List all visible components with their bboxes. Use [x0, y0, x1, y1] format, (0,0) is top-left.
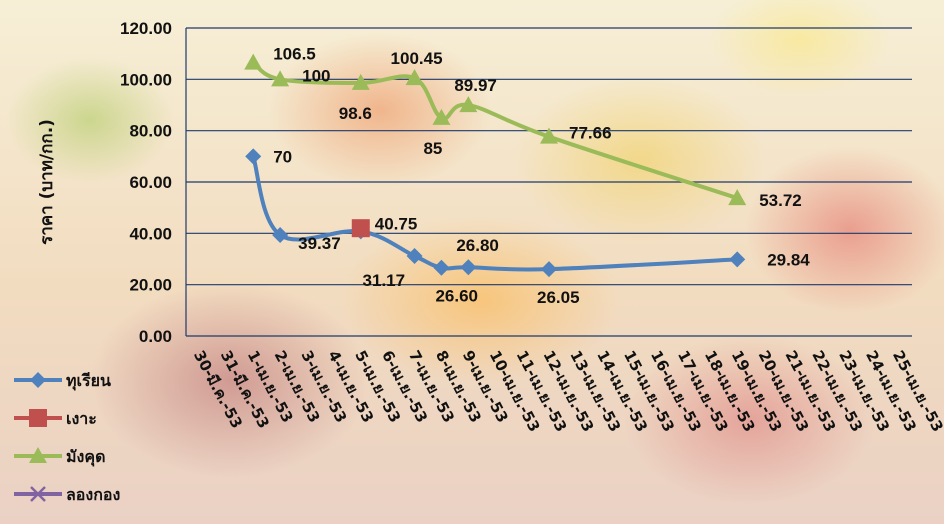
data-label: 85 [423, 139, 442, 158]
data-label: 40.75 [375, 214, 418, 233]
y-tick-label: 100.00 [120, 70, 172, 89]
data-point [541, 261, 557, 278]
series-lines [244, 53, 747, 278]
data-label: 26.05 [537, 288, 580, 307]
x-axis-ticks: 30-มี.ค.-5331-มี.ค.-531-เม.ย.-532-เม.ย.-… [190, 347, 944, 434]
data-label: 26.60 [435, 287, 478, 306]
data-point [406, 247, 423, 264]
y-tick-label: 40.00 [129, 224, 172, 243]
legend-marker [30, 486, 46, 502]
data-point [245, 148, 262, 165]
data-label: 26.80 [456, 236, 499, 255]
data-point [351, 219, 370, 238]
data-label: 29.84 [767, 250, 810, 269]
data-point [432, 108, 451, 125]
y-tick-label: 80.00 [129, 122, 172, 141]
data-point [272, 226, 289, 243]
data-label: 100 [302, 66, 330, 85]
y-tick-label: 0.00 [139, 327, 172, 346]
data-label: 70 [273, 147, 292, 166]
legend-entry: ทุเรียน [66, 371, 111, 391]
y-tick-label: 60.00 [129, 173, 172, 192]
y-tick-label: 20.00 [129, 276, 172, 295]
data-point [459, 96, 478, 113]
data-label: 31.17 [363, 271, 406, 290]
data-point [460, 259, 477, 276]
legend-marker [29, 409, 47, 427]
data-label: 53.72 [759, 191, 802, 210]
data-labels: 70 39.37 40.75 31.17 26.60 26.80 26.05 29.84 106… [273, 45, 810, 307]
data-point [540, 127, 558, 144]
data-label: 100.45 [391, 49, 443, 68]
legend-entry: มังคุด [66, 447, 105, 467]
y-axis-ticks: 0.00 20.00 40.00 60.00 80.00 100.00 120.00 [120, 19, 172, 346]
data-point [433, 259, 450, 276]
data-label: 98.6 [339, 104, 372, 123]
legend-entry: เงาะ [66, 409, 97, 428]
data-label: 77.66 [569, 124, 612, 143]
legend-entry: ลองกอง [66, 485, 120, 504]
data-label: 106.5 [273, 45, 316, 64]
data-point [244, 53, 263, 70]
data-point [728, 189, 747, 206]
legend-marker [29, 447, 47, 463]
data-label: 89.97 [454, 76, 497, 95]
data-point [351, 73, 370, 90]
data-point [405, 69, 424, 86]
y-tick-label: 120.00 [120, 19, 172, 38]
data-point [729, 251, 746, 268]
y-axis-label: ราคา (บาท/กก.) [37, 119, 57, 245]
data-label: 39.37 [298, 234, 341, 253]
data-point [271, 70, 290, 87]
legend-marker [30, 372, 46, 388]
